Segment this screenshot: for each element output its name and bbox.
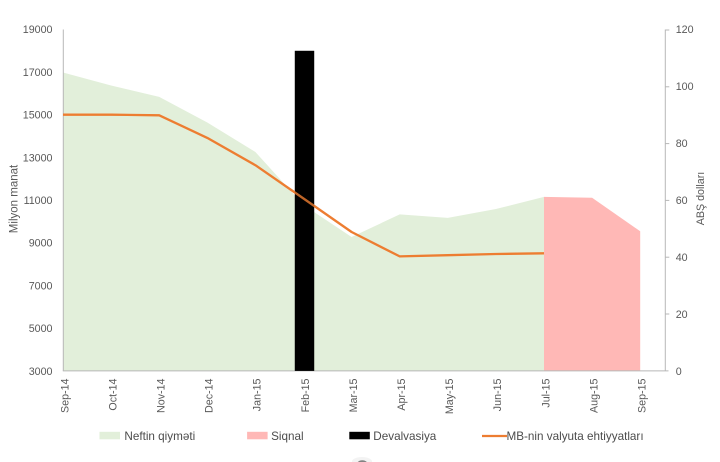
svg-text:Jun-15: Jun-15	[492, 378, 504, 411]
svg-text:9000: 9000	[29, 238, 53, 250]
svg-text:May-15: May-15	[444, 378, 456, 414]
svg-text:Dec-14: Dec-14	[204, 378, 216, 413]
svg-text:MB-nin valyuta ehtiyyatları: MB-nin valyuta ehtiyyatları	[507, 430, 644, 443]
svg-text:17000: 17000	[23, 67, 53, 79]
svg-text:7000: 7000	[29, 280, 53, 292]
svg-text:Milyon manat: Milyon manat	[9, 164, 21, 233]
svg-text:Aug-15: Aug-15	[588, 378, 600, 413]
svg-text:Neftin qiyməti: Neftin qiyməti	[124, 430, 195, 443]
svg-text:0: 0	[676, 366, 682, 378]
svg-text:40: 40	[676, 252, 688, 264]
svg-text:80: 80	[676, 138, 688, 150]
svg-text:Jan-15: Jan-15	[252, 378, 264, 411]
svg-text:120: 120	[676, 24, 694, 36]
svg-text:100: 100	[676, 81, 694, 93]
svg-text:5000: 5000	[29, 323, 53, 335]
svg-text:Devalvasiya: Devalvasiya	[373, 430, 437, 443]
svg-text:Oct-14: Oct-14	[107, 378, 119, 410]
svg-text:13000: 13000	[23, 152, 53, 164]
svg-text:Sep-15: Sep-15	[637, 378, 649, 413]
svg-text:Feb-15: Feb-15	[300, 378, 312, 412]
svg-text:Siqnal: Siqnal	[271, 430, 304, 443]
svg-text:11000: 11000	[24, 195, 53, 207]
svg-text:3000: 3000	[29, 366, 53, 378]
svg-text:60: 60	[676, 195, 688, 207]
svg-text:Sep-14: Sep-14	[59, 378, 71, 413]
svg-text:Apr-15: Apr-15	[396, 378, 408, 410]
svg-text:ABŞ dolları: ABŞ dolları	[695, 172, 707, 225]
svg-text:Mar-15: Mar-15	[348, 378, 360, 412]
svg-text:20: 20	[676, 309, 688, 321]
svg-text:Nov-14: Nov-14	[156, 378, 168, 413]
svg-text:19000: 19000	[23, 24, 53, 36]
svg-text:Jul-15: Jul-15	[540, 378, 552, 407]
svg-text:15000: 15000	[23, 110, 53, 122]
